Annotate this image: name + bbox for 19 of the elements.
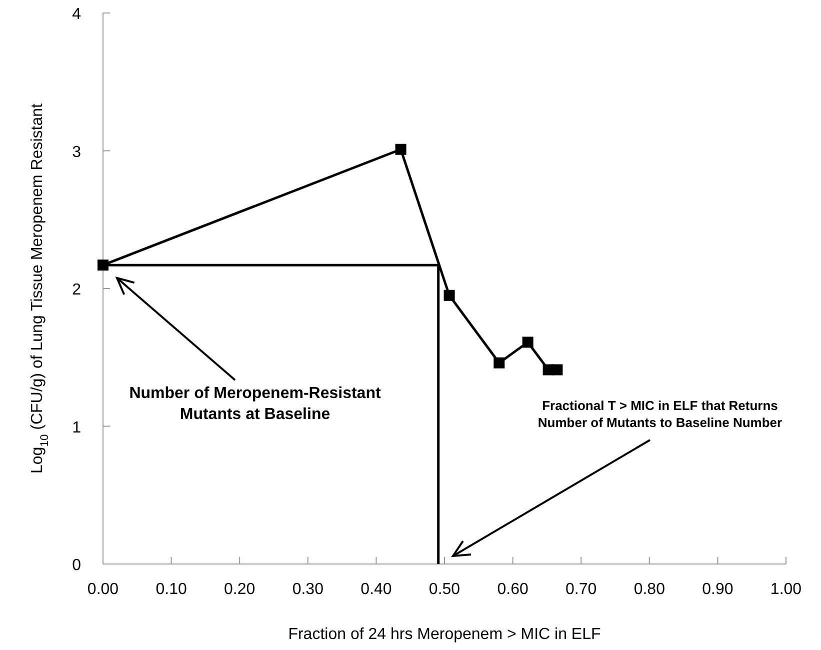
y-tick-label: 2 [72, 282, 82, 298]
y-tick-label: 4 [72, 6, 82, 23]
x-tick-label: 0.30 [292, 581, 324, 598]
y-tick-label: 3 [72, 144, 82, 161]
x-tick-label: 0.10 [156, 581, 187, 598]
x-tick-label: 0.20 [224, 581, 256, 598]
annotation: Number of Meropenem-Resistant Mutants at Baseline [129, 385, 382, 423]
y-tick-label: 1 [72, 419, 82, 436]
annotation: Fractional T > MIC in ELF that Returns Number of Mutants to Baseline Number [538, 398, 782, 430]
x-tick-label: 1.00 [770, 581, 802, 598]
y-tick-label: 0 [72, 557, 82, 574]
x-tick-label: 0.50 [428, 581, 460, 598]
x-tick-label: 0.40 [360, 581, 392, 598]
x-tick-label: 0.80 [634, 581, 666, 598]
x-tick-label: 0.90 [702, 581, 734, 598]
x-tick-label: 0.00 [87, 581, 119, 598]
x-axis-title: Fraction of 24 hrs Meropenem > MIC in ELF [288, 626, 602, 643]
x-tick-label: 0.70 [566, 581, 597, 598]
x-tick-label: 0.60 [497, 581, 528, 598]
